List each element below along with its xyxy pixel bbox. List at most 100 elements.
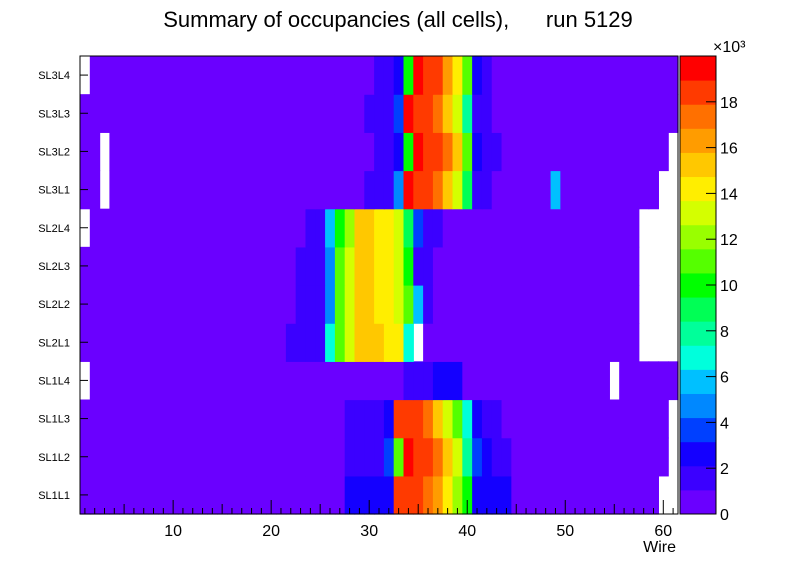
heatmap-cell [148, 170, 160, 210]
heatmap-cell [619, 475, 630, 515]
heatmap-cell [511, 246, 522, 286]
heatmap-cell [374, 475, 385, 515]
heatmap-cell [217, 285, 228, 324]
heatmap-cell [442, 437, 454, 477]
heatmap-cell [599, 437, 610, 477]
heatmap-cell [374, 56, 385, 95]
heatmap-cell [560, 56, 571, 95]
heatmap-cell [295, 132, 307, 172]
heatmap-cell [491, 56, 503, 95]
heatmap-cell [109, 361, 120, 401]
heatmap-cell [197, 361, 209, 401]
heatmap-cell [570, 246, 581, 286]
heatmap-cell [109, 246, 120, 286]
heatmap-cell [158, 399, 169, 439]
heatmap-cell [99, 437, 111, 477]
heatmap-cell [187, 246, 199, 286]
heatmap-cell [560, 285, 571, 324]
heatmap-cell [628, 56, 640, 95]
heatmap-cell [521, 361, 532, 401]
heatmap-cell [481, 399, 493, 439]
heatmap-cell [334, 246, 346, 286]
heatmap-cell [246, 94, 258, 133]
heatmap-cell [374, 132, 385, 172]
heatmap-cell [383, 208, 395, 248]
heatmap-cell [285, 475, 297, 515]
heatmap-cell [207, 475, 218, 515]
heatmap-cell [452, 94, 463, 133]
heatmap-cell [481, 132, 493, 172]
heatmap-cell [364, 246, 375, 286]
heatmap-cell [560, 475, 571, 515]
heatmap-cell [462, 170, 473, 210]
heatmap-cell [628, 208, 640, 248]
x-axis-label: Wire [643, 539, 676, 556]
heatmap-cell [609, 208, 620, 248]
heatmap-cell [383, 170, 395, 210]
heatmap-cell [511, 170, 522, 210]
z-tick-label: 12 [720, 232, 738, 249]
heatmap-cell [89, 246, 101, 286]
heatmap-cell [246, 208, 258, 248]
heatmap-cell [579, 437, 591, 477]
heatmap-cell [197, 56, 209, 95]
heatmap-cell [530, 208, 542, 248]
heatmap-cell [609, 475, 620, 515]
heatmap-cell [393, 246, 405, 286]
heatmap-cell [511, 94, 522, 133]
heatmap-cell [423, 399, 434, 439]
heatmap-cell [207, 361, 218, 401]
heatmap-cell [266, 361, 277, 401]
heatmap-cell [129, 246, 140, 286]
heatmap-cell [217, 361, 228, 401]
heatmap-cell [619, 285, 630, 324]
heatmap-cell [481, 208, 493, 248]
heatmap-cell [403, 323, 414, 362]
heatmap-cell [197, 132, 209, 172]
heatmap-cell [521, 94, 532, 133]
heatmap-cell [334, 437, 346, 477]
heatmap-cell [315, 399, 326, 439]
heatmap-cell [168, 437, 179, 477]
heatmap-cell [295, 399, 307, 439]
heatmap-cell [256, 246, 267, 286]
heatmap-cell [540, 94, 552, 133]
heatmap-cell [285, 285, 297, 324]
palette-swatch [680, 152, 716, 178]
heatmap-cell [334, 94, 346, 133]
heatmap-cell [266, 208, 277, 248]
heatmap-cell [168, 246, 179, 286]
heatmap-cell [540, 399, 552, 439]
heatmap-cell [619, 132, 630, 172]
heatmap-cell [158, 323, 169, 362]
heatmap-cell [374, 285, 385, 324]
palette-swatch [680, 297, 716, 322]
heatmap-cell [119, 94, 130, 133]
heatmap-cell [187, 399, 199, 439]
heatmap-cell [138, 132, 150, 172]
heatmap-cell [609, 246, 620, 286]
heatmap-cell [599, 399, 610, 439]
heatmap-cell [393, 323, 405, 362]
heatmap-cell [638, 132, 650, 172]
heatmap-cell [344, 246, 356, 286]
heatmap-cell [207, 399, 218, 439]
heatmap-cell [236, 475, 248, 515]
heatmap-cell [501, 132, 512, 172]
heatmap-cell [570, 94, 581, 133]
heatmap-cell [89, 323, 101, 362]
heatmap-cell [423, 94, 434, 133]
heatmap-cell [560, 208, 571, 248]
heatmap-cell [481, 56, 493, 95]
heatmap-cell [138, 475, 150, 515]
heatmap-cell [628, 94, 640, 133]
heatmap-cell [305, 246, 316, 286]
heatmap-cell [383, 475, 395, 515]
heatmap-cell [511, 361, 522, 401]
palette-swatch [680, 321, 716, 346]
heatmap-cell [560, 437, 571, 477]
y-tick-label: SL2L3 [38, 261, 70, 273]
heatmap-cell [442, 246, 454, 286]
heatmap-cell [285, 170, 297, 210]
heatmap-cell [246, 399, 258, 439]
